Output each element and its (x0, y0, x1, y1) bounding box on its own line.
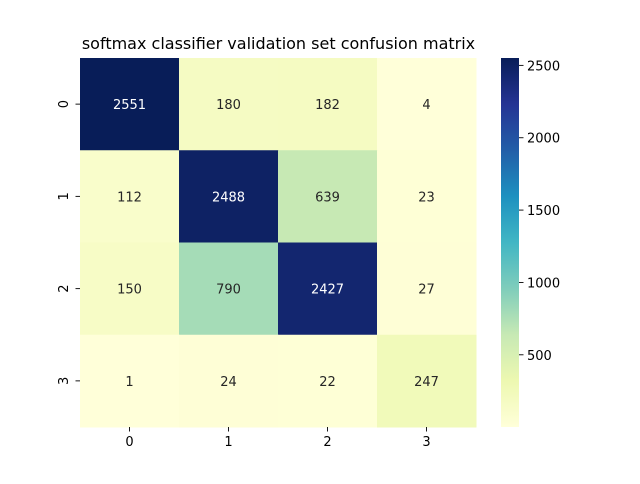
colorbar-tick-label: 1500 (527, 204, 560, 219)
cell-value-label: 4 (422, 98, 430, 113)
y-tick-label: 1 (57, 192, 72, 200)
heatmap-cell (278, 334, 378, 428)
heatmap-cell (377, 58, 477, 151)
heatmap-cell (377, 334, 477, 428)
x-axis: 0 1 2 3 (125, 427, 431, 450)
cell-value-label: 247 (414, 375, 439, 390)
x-tick-label: 3 (422, 435, 430, 450)
y-tick-label: 0 (57, 100, 72, 108)
cell-value-label: 27 (418, 283, 435, 298)
x-tick-label: 0 (125, 435, 133, 450)
cell-value-label: 180 (216, 98, 241, 113)
x-tick-label: 2 (323, 435, 331, 450)
y-tick-label: 2 (57, 284, 72, 292)
heatmap-cell (377, 242, 477, 336)
heatmap-cells (80, 58, 477, 428)
heatmap-cell (179, 334, 279, 428)
y-tick-label: 3 (57, 377, 72, 385)
heatmap-cell (179, 242, 279, 336)
colorbar-tick-label: 2500 (527, 59, 560, 74)
cell-value-label: 1 (125, 375, 133, 390)
colorbar-tick-label: 500 (527, 349, 552, 364)
heatmap-cell (278, 242, 378, 336)
cell-value-label: 2488 (212, 190, 245, 205)
cell-value-label: 23 (418, 190, 435, 205)
cell-value-label: 24 (220, 375, 237, 390)
heatmap-cell (179, 150, 279, 243)
heatmap-cell (377, 150, 477, 243)
cell-value-label: 790 (216, 283, 241, 298)
heatmap-cell (80, 242, 180, 336)
cell-value-label: 639 (315, 190, 340, 205)
colorbar-gradient (501, 58, 519, 427)
heatmap-cell (80, 150, 180, 243)
chart-title: softmax classifier validation set confus… (82, 34, 475, 53)
colorbar: 500 1000 1500 2000 2500 (501, 58, 560, 427)
heatmap-cell (80, 58, 180, 151)
heatmap-cell (278, 150, 378, 243)
y-axis: 0 1 2 3 (57, 100, 80, 385)
colorbar-tick-label: 1000 (527, 276, 560, 291)
colorbar-tick-label: 2000 (527, 132, 560, 147)
cell-value-label: 112 (117, 190, 142, 205)
heatmap-cell (278, 58, 378, 151)
heatmap-cell (179, 58, 279, 151)
x-tick-label: 1 (224, 435, 232, 450)
cell-value-label: 182 (315, 98, 340, 113)
cell-value-label: 2427 (311, 283, 344, 298)
cell-value-label: 22 (319, 375, 336, 390)
cell-value-label: 2551 (113, 98, 146, 113)
cell-annotations: 2551 180 182 4 112 2488 639 23 150 790 2427 27 1 24 22… (113, 98, 439, 390)
cell-value-label: 150 (117, 283, 142, 298)
heatmap-cell (80, 334, 180, 428)
